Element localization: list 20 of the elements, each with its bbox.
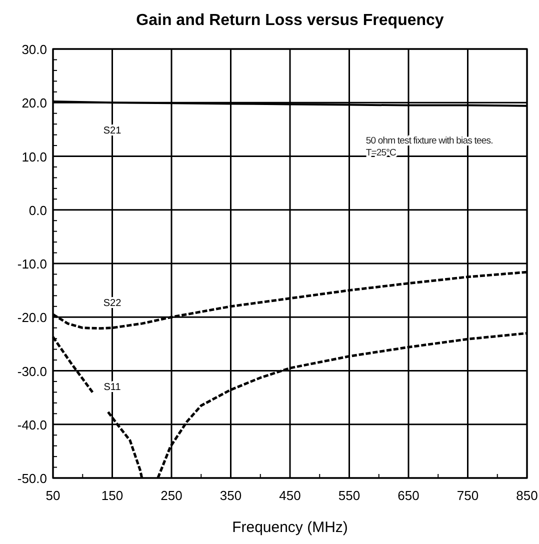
y-tick-label: 0.0: [28, 202, 47, 218]
x-tick-label: 650: [398, 488, 420, 503]
x-tick-label: 450: [279, 488, 301, 503]
x-tick-label: 350: [220, 488, 242, 503]
y-tick-label: 30.0: [22, 42, 47, 57]
x-tick-label: 150: [101, 488, 124, 503]
x-tick-label: 750: [456, 488, 479, 503]
y-tick-label: 10.0: [22, 149, 47, 164]
chart-title: Gain and Return Loss versus Frequency: [136, 12, 444, 29]
y-tick-label: -40.0: [17, 417, 47, 432]
y-tick-label: -10.0: [17, 256, 47, 272]
y-tick-label: -20.0: [17, 310, 47, 326]
y-tick-label: 20.0: [22, 96, 47, 111]
x-axis-title: Frequency (MHz): [232, 519, 348, 536]
x-tick-label: 550: [338, 488, 360, 503]
x-tick-label: 250: [160, 488, 182, 503]
x-tick-label: 850: [516, 488, 538, 503]
y-tick-label: -50.0: [17, 471, 47, 486]
y-tick-label: -30.0: [17, 364, 47, 379]
x-tick-label: 50: [46, 488, 60, 503]
